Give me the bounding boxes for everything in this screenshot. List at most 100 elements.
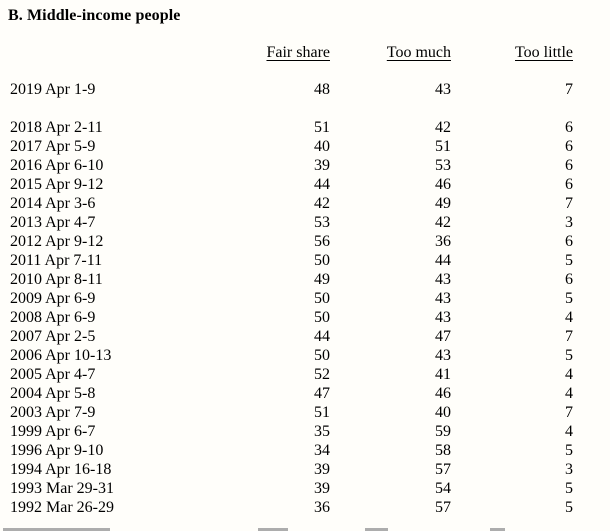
fair-share-value: 34 xyxy=(314,442,330,459)
too-little-value: 6 xyxy=(565,176,573,193)
too-little-value: 4 xyxy=(565,366,573,383)
table-row: 2004 Apr 5-8 47 46 4 xyxy=(10,384,573,403)
table-row: 1992 Mar 26-29 36 57 5 xyxy=(10,498,573,517)
row-period: 2014 Apr 3-6 xyxy=(10,195,96,212)
too-little-value: 5 xyxy=(565,442,573,459)
fair-share-value: 56 xyxy=(314,233,330,250)
table-row: 1993 Mar 29-31 39 54 5 xyxy=(10,479,573,498)
too-much-value: 43 xyxy=(435,81,451,98)
table-row: 2011 Apr 7-11 50 44 5 xyxy=(10,251,573,270)
row-period: 2006 Apr 10-13 xyxy=(10,347,112,364)
too-much-value: 43 xyxy=(435,309,451,326)
cropped-text-fragment xyxy=(490,528,505,531)
too-little-value: 3 xyxy=(565,214,573,231)
too-little-value: 5 xyxy=(565,347,573,364)
row-period: 2019 Apr 1-9 xyxy=(10,81,96,98)
fair-share-value: 50 xyxy=(314,347,330,364)
row-period: 1999 Apr 6-7 xyxy=(10,423,96,440)
too-much-value: 58 xyxy=(435,442,451,459)
too-much-value: 53 xyxy=(435,157,451,174)
too-much-value: 42 xyxy=(435,119,451,136)
too-little-value: 6 xyxy=(565,138,573,155)
too-much-value: 57 xyxy=(435,461,451,478)
fair-share-value: 39 xyxy=(314,480,330,497)
too-little-value: 6 xyxy=(565,271,573,288)
table-row: 2015 Apr 9-12 44 46 6 xyxy=(10,175,573,194)
fair-share-value: 50 xyxy=(314,290,330,307)
row-period: 2015 Apr 9-12 xyxy=(10,176,104,193)
fair-share-value: 42 xyxy=(314,195,330,212)
fair-share-value: 52 xyxy=(314,366,330,383)
cropped-text-fragment xyxy=(365,528,388,531)
too-much-value: 46 xyxy=(435,176,451,193)
column-header-too-much: Too much xyxy=(386,44,451,61)
table-row: 2012 Apr 9-12 56 36 6 xyxy=(10,232,573,251)
fair-share-value: 50 xyxy=(314,309,330,326)
row-period: 2009 Apr 6-9 xyxy=(10,290,96,307)
too-much-value: 43 xyxy=(435,290,451,307)
table-row: 2003 Apr 7-9 51 40 7 xyxy=(10,403,573,422)
too-much-value: 42 xyxy=(435,214,451,231)
table-row: 2007 Apr 2-5 44 47 7 xyxy=(10,327,573,346)
cropped-text-fragment xyxy=(258,528,288,531)
row-period: 1994 Apr 16-18 xyxy=(10,461,112,478)
too-little-value: 6 xyxy=(565,157,573,174)
row-period: 2004 Apr 5-8 xyxy=(10,385,96,402)
fair-share-value: 53 xyxy=(314,214,330,231)
too-much-value: 47 xyxy=(435,328,451,345)
too-little-value: 5 xyxy=(565,480,573,497)
too-little-value: 5 xyxy=(565,290,573,307)
fair-share-value: 47 xyxy=(314,385,330,402)
fair-share-value: 35 xyxy=(314,423,330,440)
too-much-value: 40 xyxy=(435,404,451,421)
row-period: 2003 Apr 7-9 xyxy=(10,404,96,421)
column-header-period-spacer xyxy=(10,43,200,62)
table-header-row: Fair share Too much Too little xyxy=(10,43,573,62)
row-period: 2013 Apr 4-7 xyxy=(10,214,96,231)
table-body: 2019 Apr 1-9 48 43 7 2018 Apr 2-11 51 42 6 2017 … xyxy=(10,80,573,517)
column-header-fair-share: Fair share xyxy=(266,44,330,61)
table-row: 2016 Apr 6-10 39 53 6 xyxy=(10,156,573,175)
fair-share-value: 44 xyxy=(314,328,330,345)
poll-results-table: Fair share Too much Too little 2019 Apr … xyxy=(10,43,573,517)
column-header-too-little: Too little xyxy=(515,44,573,61)
too-little-value: 4 xyxy=(565,385,573,402)
table-row: 2014 Apr 3-6 42 49 7 xyxy=(10,194,573,213)
too-little-value: 5 xyxy=(565,252,573,269)
too-little-value: 7 xyxy=(565,328,573,345)
cropped-text-fragment xyxy=(3,528,110,531)
table-row: 2008 Apr 6-9 50 43 4 xyxy=(10,308,573,327)
row-period: 2016 Apr 6-10 xyxy=(10,157,104,174)
row-period: 2017 Apr 5-9 xyxy=(10,138,96,155)
too-much-value: 43 xyxy=(435,271,451,288)
too-little-value: 6 xyxy=(565,119,573,136)
row-period: 1996 Apr 9-10 xyxy=(10,442,104,459)
row-period: 1992 Mar 26-29 xyxy=(10,499,114,516)
table-row: 2018 Apr 2-11 51 42 6 xyxy=(10,118,573,137)
table-row: 2010 Apr 8-11 49 43 6 xyxy=(10,270,573,289)
row-period: 1993 Mar 29-31 xyxy=(10,480,114,497)
section-title: B. Middle-income people xyxy=(8,7,181,24)
too-little-value: 7 xyxy=(565,195,573,212)
fair-share-value: 39 xyxy=(314,461,330,478)
too-much-value: 59 xyxy=(435,423,451,440)
too-much-value: 43 xyxy=(435,347,451,364)
fair-share-value: 44 xyxy=(314,176,330,193)
too-little-value: 5 xyxy=(565,499,573,516)
table-row: 2013 Apr 4-7 53 42 3 xyxy=(10,213,573,232)
row-period: 2005 Apr 4-7 xyxy=(10,366,96,383)
too-little-value: 7 xyxy=(565,81,573,98)
too-much-value: 44 xyxy=(435,252,451,269)
row-period: 2010 Apr 8-11 xyxy=(10,271,103,288)
fair-share-value: 51 xyxy=(314,404,330,421)
fair-share-value: 51 xyxy=(314,119,330,136)
row-period: 2008 Apr 6-9 xyxy=(10,309,96,326)
too-little-value: 4 xyxy=(565,309,573,326)
table-row: 1994 Apr 16-18 39 57 3 xyxy=(10,460,573,479)
table-row: 2009 Apr 6-9 50 43 5 xyxy=(10,289,573,308)
fair-share-value: 36 xyxy=(314,499,330,516)
row-period: 2011 Apr 7-11 xyxy=(10,252,103,269)
fair-share-value: 40 xyxy=(314,138,330,155)
table-row: 1999 Apr 6-7 35 59 4 xyxy=(10,422,573,441)
row-period: 2018 Apr 2-11 xyxy=(10,119,103,136)
